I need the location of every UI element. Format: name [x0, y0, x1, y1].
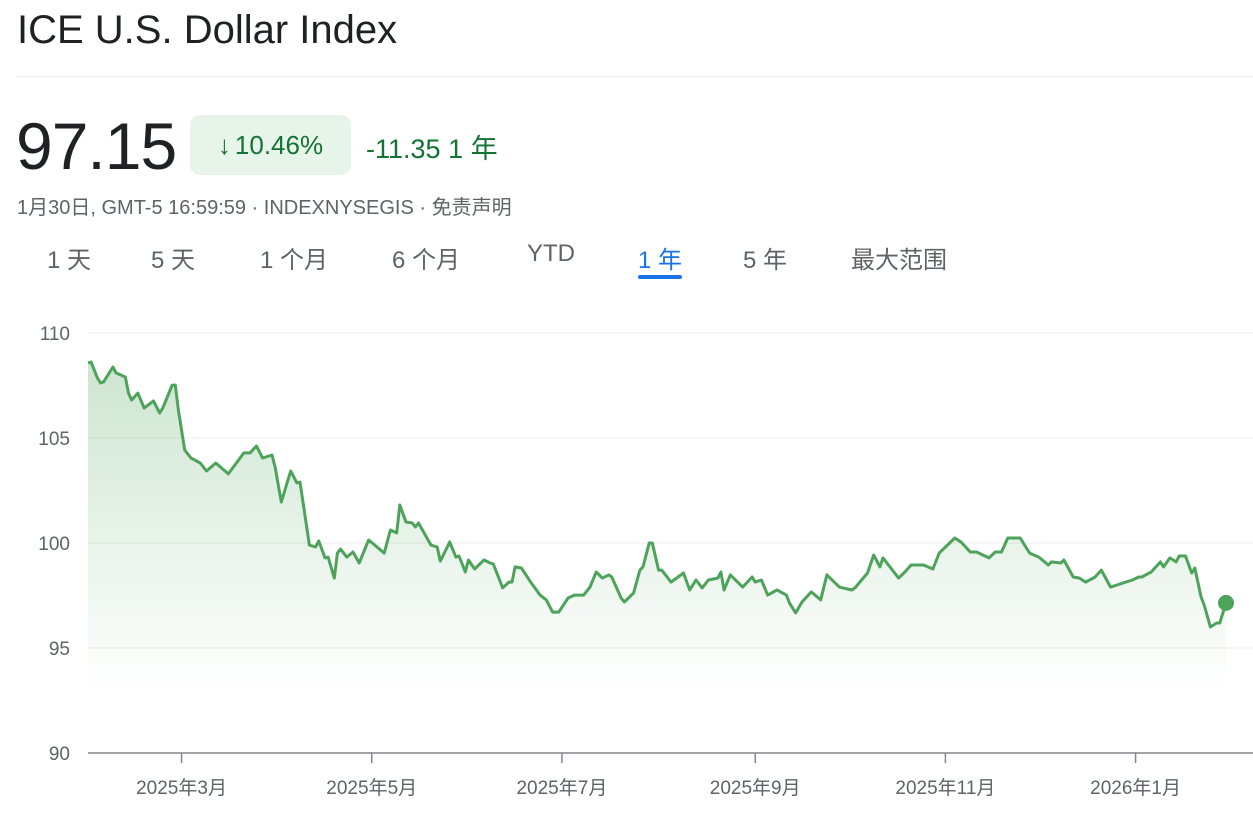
- x-tick-label: 2025年9月: [710, 777, 801, 799]
- x-tick-label: 2025年5月: [326, 777, 417, 799]
- tab-ytd[interactable]: YTD: [527, 240, 575, 267]
- divider: [17, 76, 1253, 77]
- arrow-down-icon: ↓: [217, 129, 231, 160]
- y-tick-label: 105: [38, 429, 70, 450]
- x-tick-label: 2025年7月: [516, 777, 607, 799]
- current-price: 97.15: [16, 109, 177, 183]
- last-price-dot: [1218, 594, 1234, 611]
- y-tick-label: 110: [40, 324, 70, 345]
- y-tick-label: 95: [49, 639, 70, 660]
- y-tick-label: 100: [38, 534, 70, 555]
- change-value: -11.35: [366, 134, 441, 164]
- tab-max[interactable]: 最大范围: [851, 247, 947, 274]
- tab-5d[interactable]: 5 天: [151, 247, 196, 274]
- x-tick-label: 2025年11月: [895, 777, 995, 799]
- tab-1d[interactable]: 1 天: [47, 247, 92, 274]
- price-area-fill: [88, 362, 1226, 690]
- change-period: 1 年: [448, 134, 498, 164]
- tab-1y[interactable]: 1 年: [638, 240, 683, 279]
- change-percent: 10.46%: [234, 129, 324, 160]
- change-percent-badge: ↓ 10.46%: [190, 115, 351, 175]
- y-tick-label: 90: [49, 744, 70, 765]
- quote-subline[interactable]: 1月30日, GMT-5 16:59:59 · INDEXNYSEGIS · 免…: [17, 197, 512, 219]
- x-tick-label: 2026年1月: [1090, 777, 1181, 799]
- tab-5y[interactable]: 5 年: [743, 247, 788, 274]
- page-title: ICE U.S. Dollar Index: [17, 8, 398, 52]
- change-summary: -11.35 1 年: [366, 127, 498, 166]
- price-line: [87, 360, 1228, 629]
- tab-6m[interactable]: 6 个月: [392, 247, 461, 274]
- tab-1m[interactable]: 1 个月: [260, 247, 329, 274]
- x-tick-label: 2025年3月: [136, 777, 227, 799]
